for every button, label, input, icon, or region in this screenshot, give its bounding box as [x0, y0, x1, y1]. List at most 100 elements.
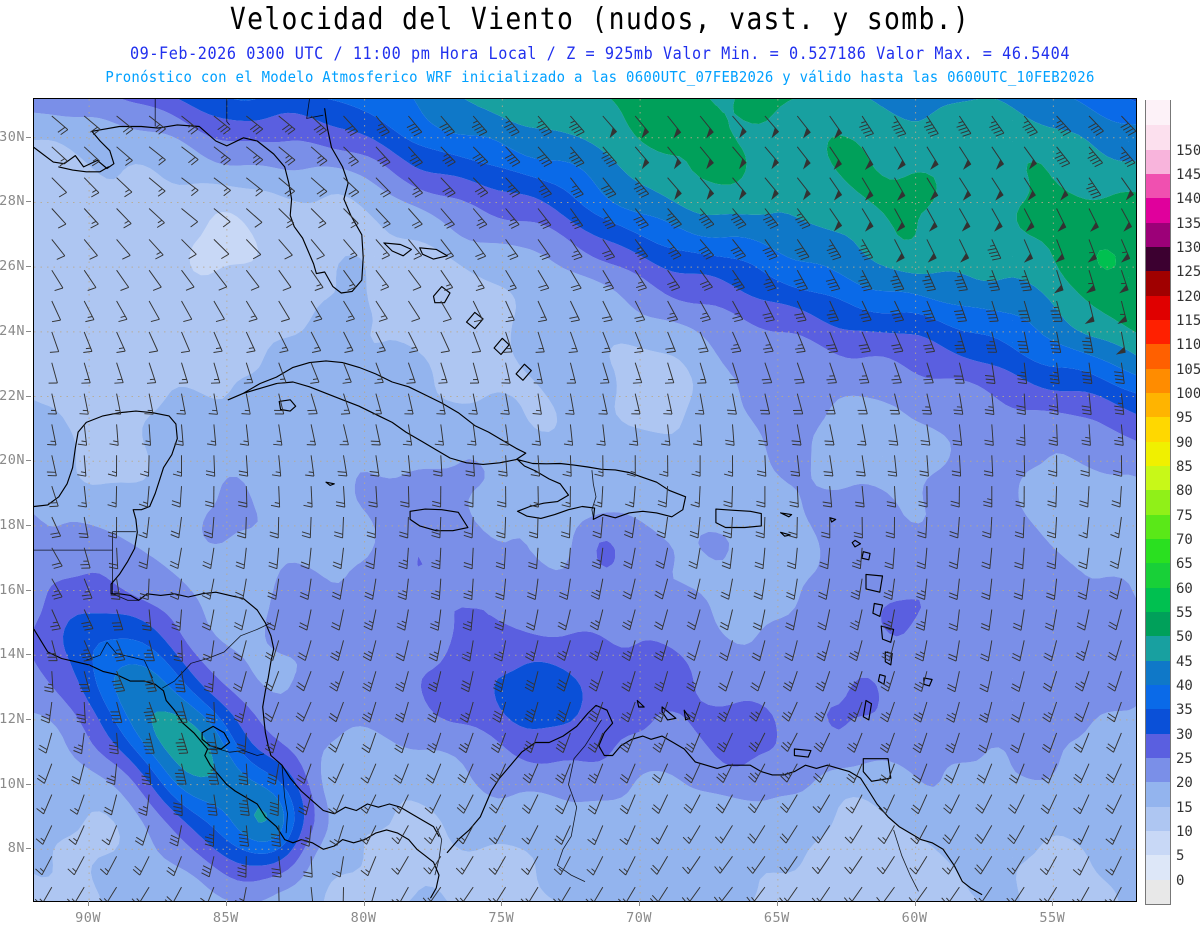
colorbar-band	[1146, 416, 1170, 442]
latitude-tick	[26, 136, 31, 138]
wind-barb	[76, 701, 86, 724]
wind-barb	[554, 794, 571, 815]
wind-barb	[845, 794, 863, 814]
wind-barb	[786, 547, 798, 570]
wind-barb	[331, 578, 344, 600]
wind-barb	[619, 794, 636, 815]
colorbar-band	[1146, 465, 1170, 491]
wind-barb	[38, 732, 53, 754]
wind-barb	[375, 239, 390, 260]
colorbar-tick-label: 95	[1176, 410, 1193, 427]
wind-barb	[817, 609, 831, 631]
wind-barb	[81, 609, 94, 631]
wind-barb	[246, 146, 264, 166]
wind-barb	[1047, 486, 1058, 508]
wind-barb	[1073, 825, 1090, 845]
wind-barb	[1087, 239, 1097, 263]
wind-barb	[556, 671, 571, 692]
wind-barb	[138, 486, 150, 508]
wind-barb	[1072, 886, 1090, 901]
wind-barb	[699, 177, 715, 201]
colorbar-band	[1146, 441, 1170, 466]
wind-barb	[881, 640, 895, 662]
wind-barb	[361, 701, 377, 723]
wind-barb	[173, 640, 183, 662]
wind-barb	[1042, 671, 1058, 692]
wind-barb	[181, 300, 193, 323]
wind-barb	[649, 886, 669, 901]
wind-barb	[1108, 609, 1122, 631]
wind-barb	[843, 886, 863, 901]
wind-barb	[169, 825, 182, 847]
wind-barb	[912, 701, 928, 723]
wind-barb	[829, 208, 843, 232]
wind-barb	[818, 578, 831, 600]
wind-barb	[756, 455, 767, 477]
wind-barb	[764, 146, 779, 170]
wind-barb	[732, 146, 747, 170]
colorbar-tick-label: 25	[1176, 751, 1193, 767]
wind-barb	[368, 486, 378, 508]
wind-barb	[424, 794, 442, 814]
wind-barb	[142, 732, 155, 754]
wind-barb	[175, 671, 186, 693]
wind-barb	[876, 856, 895, 875]
wind-barb	[408, 300, 421, 322]
colorbar-band	[1146, 684, 1170, 710]
wind-barb	[300, 547, 312, 570]
wind-barb	[718, 671, 733, 692]
wind-barb	[826, 239, 842, 261]
colorbar-tick-label: 85	[1176, 459, 1193, 475]
wind-barb	[916, 578, 928, 600]
wind-barb	[51, 208, 67, 229]
wind-barb	[246, 115, 264, 135]
wind-barb	[201, 578, 215, 600]
wind-barb	[431, 516, 442, 539]
wind-barb	[310, 331, 322, 353]
wind-barb	[598, 393, 608, 415]
wind-barb	[361, 732, 377, 754]
wind-barb	[233, 640, 247, 662]
wind-barb	[472, 300, 484, 323]
colorbar-tick-label: 70	[1176, 532, 1193, 548]
wind-barb	[1104, 886, 1122, 901]
wind-barb	[912, 763, 928, 784]
wind-barb	[954, 331, 966, 353]
wind-barb	[524, 701, 539, 723]
wind-barb	[359, 794, 377, 814]
wind-barb	[1121, 177, 1134, 201]
wind-barb	[561, 486, 571, 508]
wind-barb	[205, 455, 216, 477]
wind-speed-map[interactable]: Sisπ – ONAMET/REP.DOM.	[33, 98, 1137, 902]
wind-barb	[819, 547, 831, 570]
wind-barb	[560, 547, 571, 570]
colorbar-band	[1146, 611, 1170, 637]
wind-barb	[812, 794, 831, 814]
wind-barb	[762, 239, 778, 261]
wind-barb	[952, 424, 963, 446]
wind-barb	[682, 856, 701, 875]
wind-barb	[984, 424, 994, 446]
wind-barb	[913, 671, 928, 692]
wind-barb	[269, 516, 280, 539]
wind-barb	[1014, 547, 1025, 570]
wind-barb	[148, 331, 159, 353]
latitude-tick	[26, 654, 31, 656]
wind-barb	[986, 331, 998, 353]
wind-barb	[1010, 701, 1025, 723]
wind-barb	[912, 732, 928, 754]
wind-barb	[748, 732, 766, 752]
wind-barb	[1046, 578, 1058, 600]
wind-barb	[632, 362, 643, 384]
wind-barb	[213, 269, 228, 291]
wind-barb	[918, 486, 928, 508]
wind-barb	[553, 886, 571, 901]
wind-barb	[364, 578, 377, 600]
wind-barb	[299, 578, 312, 600]
wind-barb	[714, 825, 733, 844]
wind-barb	[948, 547, 960, 570]
wind-barb	[234, 887, 247, 901]
wind-barb	[1107, 671, 1122, 692]
wind-barb	[979, 671, 993, 693]
wind-barb	[178, 362, 189, 384]
